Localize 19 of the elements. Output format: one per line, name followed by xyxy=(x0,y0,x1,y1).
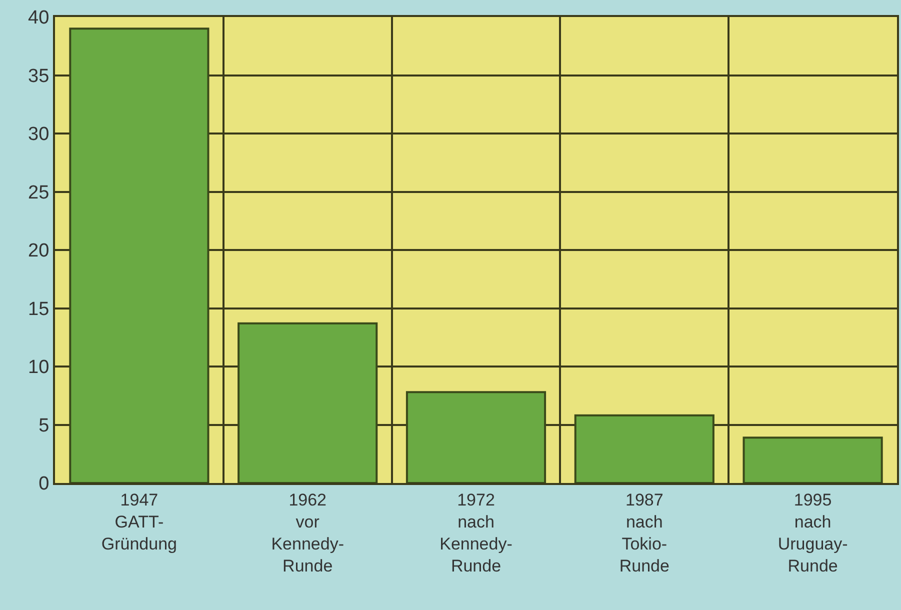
y-tick-label: 5 xyxy=(38,415,50,436)
y-tick-label: 30 xyxy=(28,124,50,146)
bar xyxy=(742,436,883,483)
bar xyxy=(69,28,210,483)
bar xyxy=(574,414,714,483)
x-tick-label: 1987 nach Tokio- Runde xyxy=(619,490,670,576)
x-tick-label: 1947 GATT- Gründung xyxy=(101,490,178,554)
bar xyxy=(238,322,378,483)
bar xyxy=(406,391,546,483)
x-tick-label: 1962 vor Kennedy- Runde xyxy=(271,490,344,576)
y-tick-label: 25 xyxy=(28,182,50,204)
y-tick-label: 0 xyxy=(38,474,50,495)
y-tick-label: 15 xyxy=(28,298,50,320)
x-tick-label: 1995 nach Uruguay- Runde xyxy=(778,490,848,576)
y-tick-label: 35 xyxy=(28,66,50,87)
y-tick-label: 20 xyxy=(28,240,50,262)
y-tick-label: 40 xyxy=(28,8,50,29)
y-tick-label: 10 xyxy=(28,357,50,378)
x-tick-label: 1972 nach Kennedy- Runde xyxy=(440,490,512,576)
